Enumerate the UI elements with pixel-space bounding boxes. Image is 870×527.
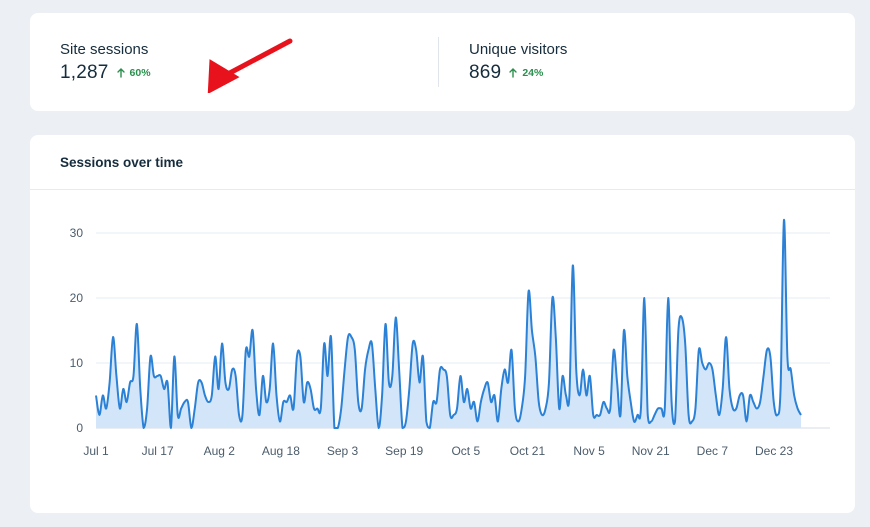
stat-change: 60% [116,67,151,79]
y-tick-label: 30 [70,226,84,240]
stat-value: 1,287 [60,62,109,83]
chart-title: Sessions over time [60,155,184,170]
x-tick-label: Aug 2 [204,444,236,458]
stat-change-value: 60% [129,67,151,79]
site-sessions-stat[interactable]: Site sessions 1,287 60% [60,41,151,84]
sessions-line [95,218,802,430]
x-tick-label: Sep 19 [385,444,423,458]
arrow-up-icon [509,68,518,78]
x-tick-label: Dec 23 [755,444,793,458]
stat-label: Unique visitors [469,41,568,58]
x-tick-label: Jul 1 [83,444,109,458]
y-tick-label: 0 [76,421,83,435]
sessions-chart[interactable]: 0 10 20 30 Jul 1 Jul 17 Aug 2 Aug 18 Sep 3 Sep 19… [30,135,855,513]
x-tick-label: Dec 7 [697,444,729,458]
chart-card: Sessions over time 0 10 20 30 Jul 1 Jul 17 Aug… [30,135,855,513]
stat-label: Site sessions [60,41,149,58]
x-tick-label: Sep 3 [327,444,359,458]
chart-header-divider [30,189,855,190]
stat-change-value: 24% [522,67,544,79]
x-tick-label: Nov 21 [632,444,670,458]
sessions-area [96,219,801,428]
x-tick-label: Oct 5 [451,444,480,458]
x-tick-label: Jul 17 [142,444,174,458]
y-tick-label: 10 [70,356,84,370]
stats-card: Site sessions 1,287 60% Unique visitors … [30,13,855,111]
arrow-up-icon [116,68,125,78]
stat-change: 24% [509,67,543,79]
x-tick-label: Oct 21 [510,444,546,458]
annotation-arrow-icon [207,38,293,93]
unique-visitors-stat[interactable]: Unique visitors 869 24% [469,41,567,84]
stat-divider [438,37,439,87]
x-tick-label: Nov 5 [573,444,605,458]
stat-value: 869 [469,62,502,83]
y-tick-label: 20 [70,291,84,305]
x-tick-label: Aug 18 [262,444,300,458]
